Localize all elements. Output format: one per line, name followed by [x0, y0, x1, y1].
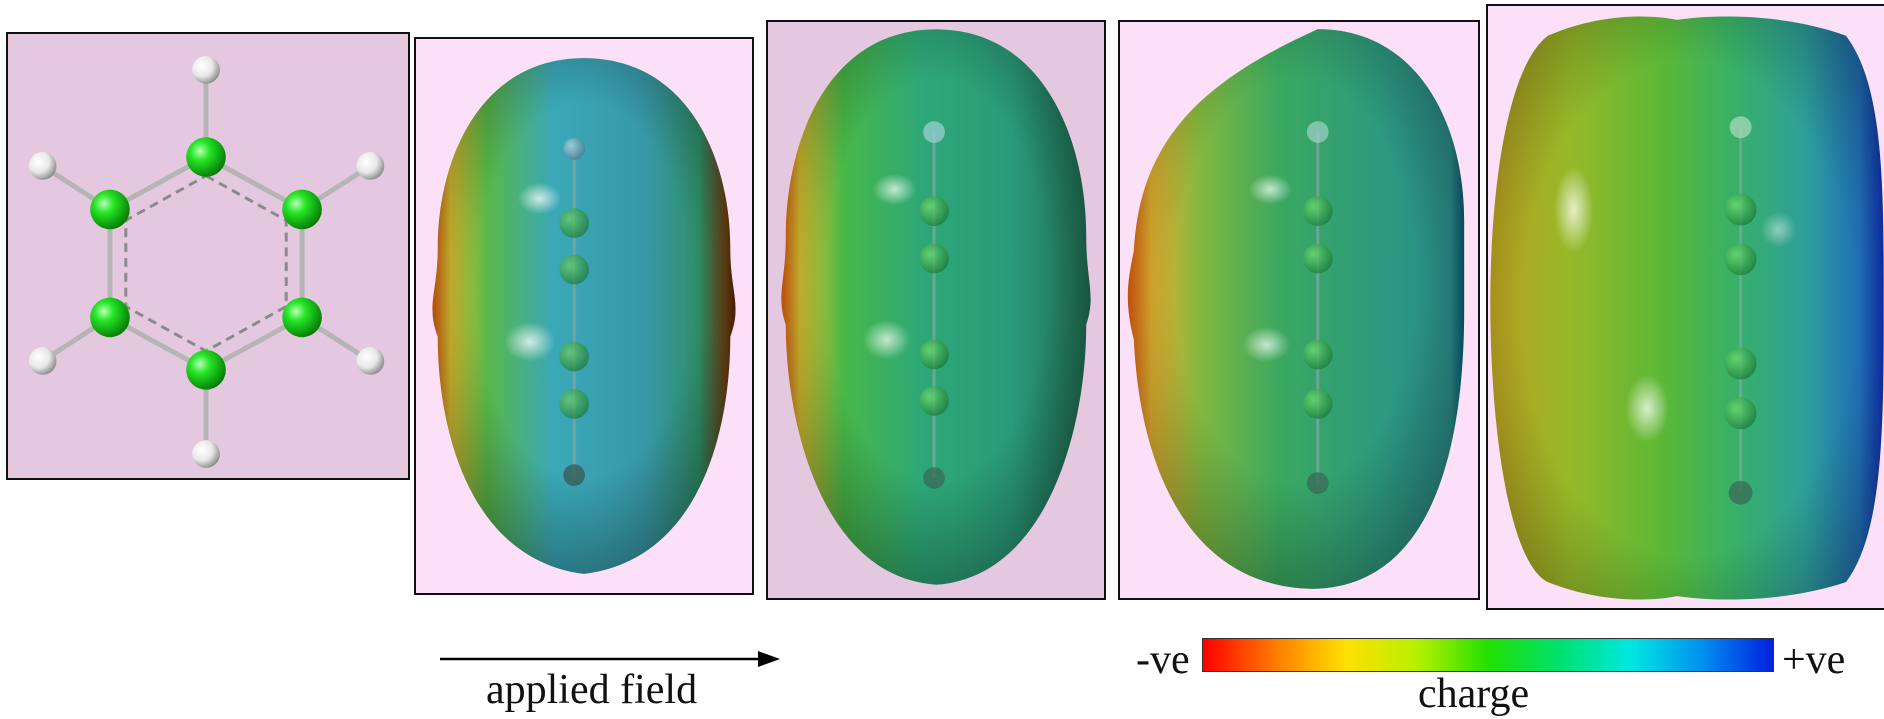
colorbar-title: charge — [1418, 671, 1530, 717]
colorbar-max-label: +ve — [1782, 637, 1846, 683]
potential-surface-panel-3 — [1118, 20, 1480, 600]
electrostatic-potential-surface — [432, 58, 736, 574]
applied-field-arrow-icon — [440, 651, 780, 667]
colorbar-min-label: -ve — [1136, 637, 1190, 683]
benzene-structure-icon — [28, 56, 385, 468]
potential-surface-panel-2 — [766, 20, 1106, 600]
electrostatic-potential-surface — [1490, 16, 1884, 600]
benzene-molecule-panel — [6, 32, 410, 480]
electrostatic-potential-surface — [781, 29, 1091, 585]
electrostatic-potential-surface — [1127, 29, 1465, 589]
applied-field-label: applied field — [486, 667, 698, 713]
potential-surface-panel-1 — [414, 37, 754, 595]
charge-colorbar — [1202, 638, 1774, 672]
potential-surface-panel-4 — [1486, 4, 1884, 610]
